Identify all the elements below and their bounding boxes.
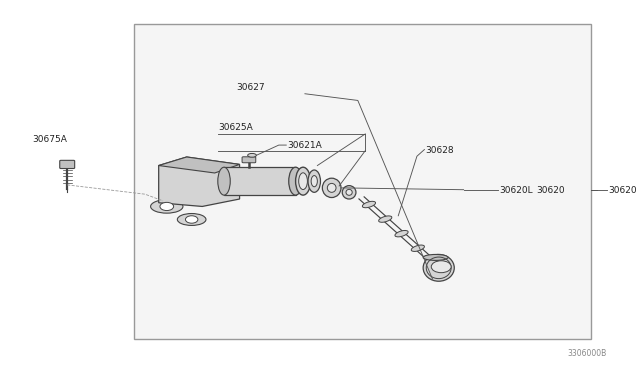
Ellipse shape xyxy=(379,216,392,222)
Ellipse shape xyxy=(423,254,454,281)
Ellipse shape xyxy=(346,189,352,195)
Ellipse shape xyxy=(150,200,183,213)
Text: 30620L: 30620L xyxy=(499,186,532,195)
Ellipse shape xyxy=(362,201,376,208)
Circle shape xyxy=(160,202,173,211)
Text: 30625A: 30625A xyxy=(218,124,253,132)
Polygon shape xyxy=(159,157,239,206)
Ellipse shape xyxy=(218,167,230,195)
Ellipse shape xyxy=(327,183,336,192)
Ellipse shape xyxy=(248,153,257,157)
Ellipse shape xyxy=(308,170,321,192)
Text: 30620: 30620 xyxy=(609,186,637,195)
FancyBboxPatch shape xyxy=(60,160,75,169)
Bar xyxy=(224,167,296,195)
Text: 30621A: 30621A xyxy=(287,141,323,150)
Ellipse shape xyxy=(296,167,310,195)
Polygon shape xyxy=(159,157,239,173)
Ellipse shape xyxy=(177,214,206,225)
Text: 3306000B: 3306000B xyxy=(568,349,607,358)
Text: 30620: 30620 xyxy=(536,186,565,195)
Bar xyxy=(134,24,591,339)
Ellipse shape xyxy=(423,254,448,260)
Text: 30628: 30628 xyxy=(426,146,454,155)
Circle shape xyxy=(431,261,451,273)
Text: 30675A: 30675A xyxy=(33,135,67,144)
FancyBboxPatch shape xyxy=(242,157,256,163)
Text: 30627: 30627 xyxy=(236,83,265,92)
Circle shape xyxy=(186,216,198,223)
Ellipse shape xyxy=(412,245,424,251)
Ellipse shape xyxy=(323,178,341,198)
Ellipse shape xyxy=(311,176,317,187)
Ellipse shape xyxy=(342,186,356,199)
Ellipse shape xyxy=(395,231,408,237)
Ellipse shape xyxy=(289,167,303,195)
Ellipse shape xyxy=(299,173,307,190)
